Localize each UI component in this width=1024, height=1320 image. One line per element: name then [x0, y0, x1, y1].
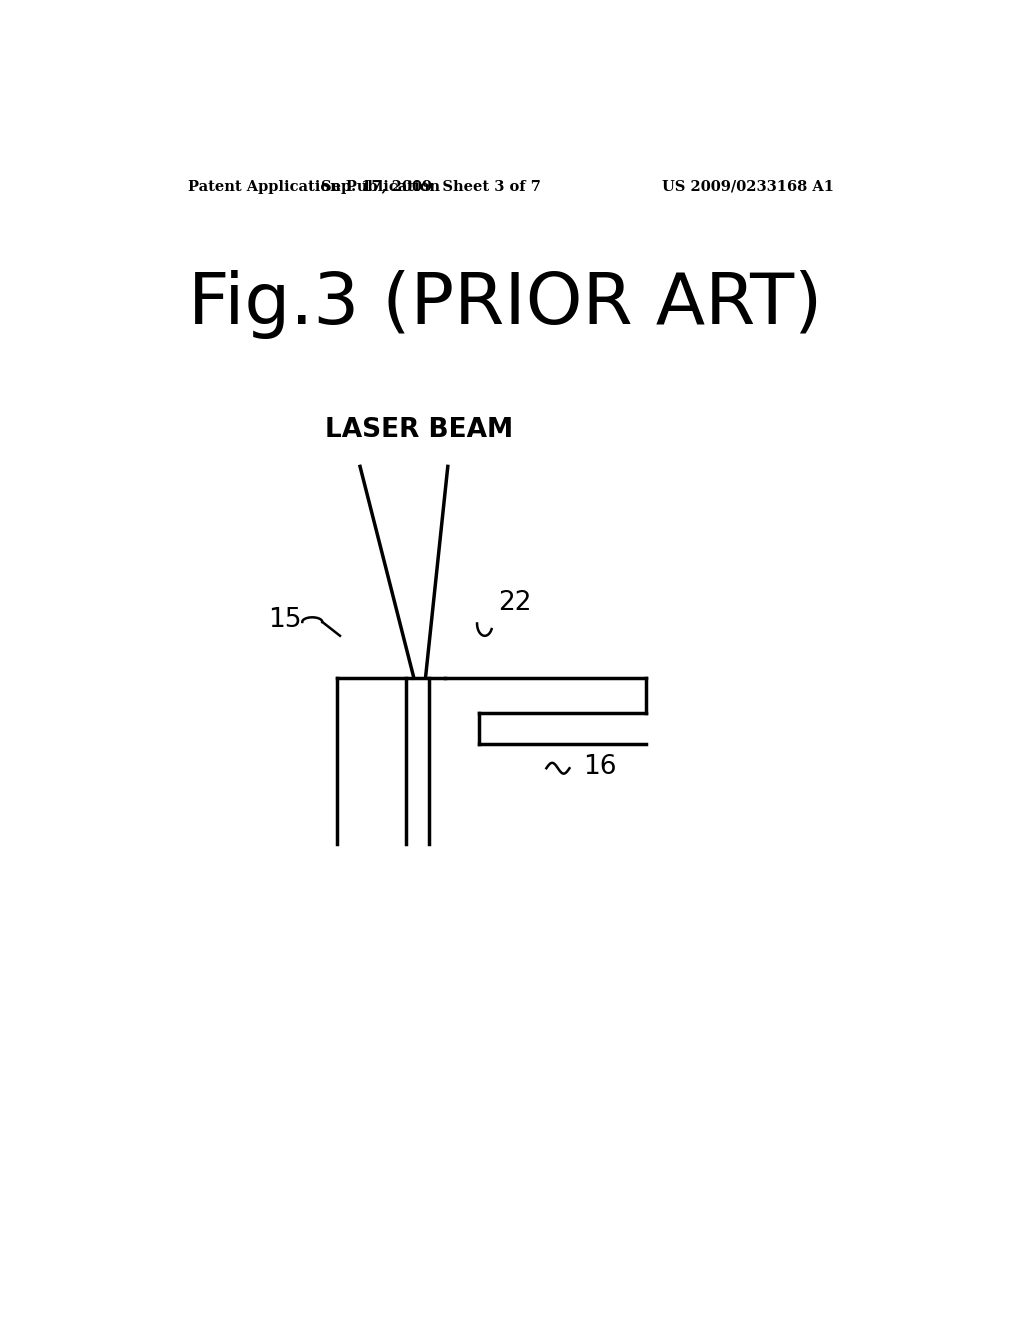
Text: 22: 22 — [499, 590, 532, 616]
Text: 16: 16 — [584, 754, 616, 780]
Text: LASER BEAM: LASER BEAM — [326, 417, 513, 444]
Text: Patent Application Publication: Patent Application Publication — [188, 180, 440, 194]
Text: 15: 15 — [268, 607, 301, 634]
Text: Sep. 17, 2009  Sheet 3 of 7: Sep. 17, 2009 Sheet 3 of 7 — [321, 180, 541, 194]
Text: Fig.3 (PRIOR ART): Fig.3 (PRIOR ART) — [188, 271, 822, 339]
Text: US 2009/0233168 A1: US 2009/0233168 A1 — [662, 180, 834, 194]
